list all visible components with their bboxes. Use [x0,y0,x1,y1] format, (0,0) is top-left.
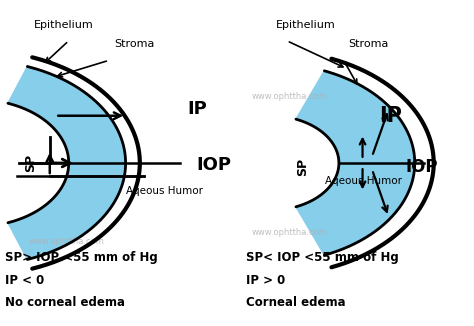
Text: IP < 0: IP < 0 [5,274,44,287]
Text: IP: IP [379,106,402,126]
Text: SP: SP [24,154,37,172]
Text: Corneal edema: Corneal edema [246,296,346,309]
Text: IOP: IOP [405,158,438,176]
Text: IP: IP [187,100,207,118]
Text: Epithelium: Epithelium [34,20,94,30]
Polygon shape [8,67,126,259]
Text: www.ophttha.com: www.ophttha.com [251,228,327,237]
Text: Epithelium: Epithelium [276,20,336,30]
Text: Aqeous Humor: Aqeous Humor [126,186,202,196]
Text: No corneal edema: No corneal edema [5,296,125,309]
Text: SP: SP [296,158,309,176]
Text: Aqeous Humor: Aqeous Humor [325,176,401,186]
Text: Stroma: Stroma [114,39,154,49]
Text: IP > 0: IP > 0 [246,274,286,287]
Text: Stroma: Stroma [348,39,389,49]
Polygon shape [296,71,415,255]
Text: SP< IOP <55 mm of Hg: SP< IOP <55 mm of Hg [246,251,399,264]
Text: www.ophttha.com: www.ophttha.com [28,238,104,246]
Text: SP> IOP <55 mm of Hg: SP> IOP <55 mm of Hg [5,251,157,264]
Text: www.ophttha.com: www.ophttha.com [251,93,327,101]
Text: IOP: IOP [197,156,232,174]
